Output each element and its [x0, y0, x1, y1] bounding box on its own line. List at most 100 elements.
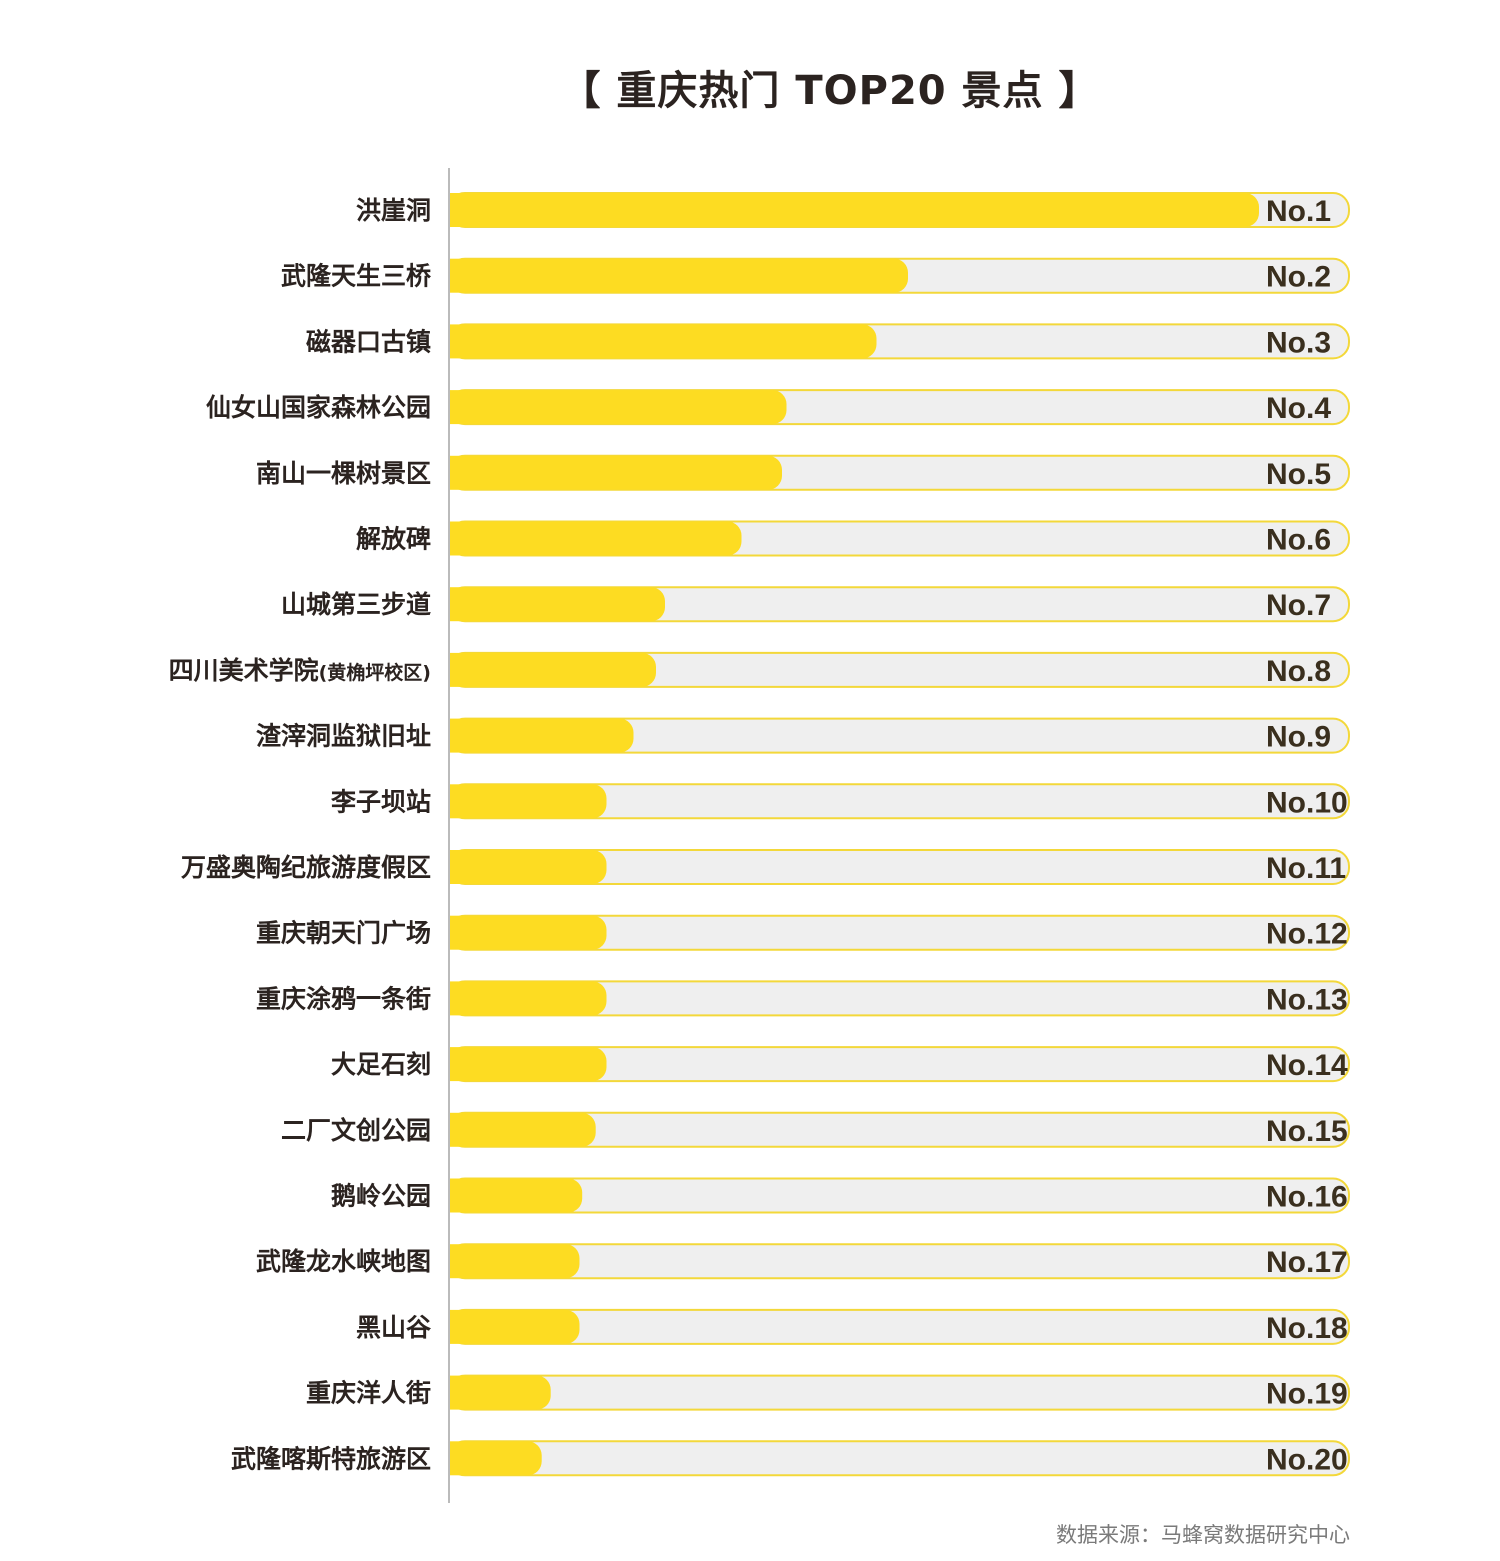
bar	[449, 718, 634, 753]
bar	[449, 1441, 542, 1476]
rank-label: No.14	[1266, 1049, 1348, 1082]
rank-label: No.6	[1266, 524, 1331, 557]
category-name: 万盛奥陶纪旅游度假区	[181, 853, 431, 882]
rank-label: No.7	[1266, 589, 1331, 622]
rank-label: No.4	[1266, 392, 1331, 425]
category-name: 重庆涂鸦一条街	[256, 984, 431, 1013]
rank-label: No.9	[1266, 721, 1331, 754]
bar	[449, 1047, 607, 1082]
bar	[449, 981, 607, 1016]
category-label: 万盛奥陶纪旅游度假区	[181, 853, 431, 882]
bar-left-cap	[449, 784, 465, 819]
bar-track	[448, 1243, 1350, 1280]
bar-row: 洪崖洞 No.1	[356, 192, 1350, 228]
category-name: 武隆天生三桥	[281, 262, 431, 291]
bar-left-cap	[449, 1178, 465, 1213]
bar-left-cap	[449, 455, 465, 490]
category-label: 南山一棵树景区	[256, 459, 431, 488]
category-name: 大足石刻	[331, 1050, 431, 1079]
bar-row: 渣滓洞监狱旧址 No.9	[256, 717, 1350, 754]
rank-label: No.20	[1266, 1443, 1348, 1476]
rank-label: No.19	[1266, 1378, 1348, 1411]
chart-title: 【 重庆热门 TOP20 景点 】	[560, 68, 1100, 114]
bar-track	[448, 1374, 1350, 1411]
rank-label: No.13	[1266, 983, 1348, 1016]
bar-left-cap	[449, 850, 465, 884]
bar-left-cap	[449, 258, 465, 293]
category-label: 大足石刻	[331, 1050, 431, 1079]
bar-left-cap	[449, 1244, 465, 1279]
category-name: 二厂文创公园	[281, 1116, 431, 1145]
bar-left-cap	[449, 324, 465, 359]
category-name: 南山一棵树景区	[256, 459, 431, 488]
bar-left-cap	[449, 981, 465, 1016]
bar-row: 武隆喀斯特旅游区 No.20	[231, 1440, 1350, 1477]
category-note: (黄桷坪校区)	[319, 661, 431, 684]
rank-label: No.12	[1266, 918, 1348, 951]
rank-label: No.10	[1266, 786, 1348, 819]
bar-left-cap	[449, 915, 465, 950]
category-name: 渣滓洞监狱旧址	[256, 722, 431, 751]
bar	[449, 784, 607, 819]
bar-row: 山城第三步道 No.7	[281, 586, 1350, 623]
category-name: 黑山谷	[356, 1313, 432, 1342]
bar-row: 四川美术学院(黄桷坪校区) No.8	[169, 651, 1350, 688]
bar	[449, 915, 607, 950]
category-name: 武隆喀斯特旅游区	[231, 1444, 431, 1473]
category-label: 武隆龙水峡地图	[256, 1247, 431, 1276]
bar-left-cap	[449, 1047, 465, 1082]
bar-row: 武隆天生三桥 No.2	[281, 257, 1350, 294]
category-label: 山城第三步道	[281, 590, 431, 619]
bar-row: 重庆洋人街 No.19	[306, 1374, 1350, 1411]
category-label: 磁器口古镇	[306, 327, 431, 356]
bar	[449, 1309, 580, 1344]
bar-track	[448, 1308, 1350, 1345]
category-label: 重庆朝天门广场	[256, 919, 431, 948]
bar	[449, 324, 877, 359]
bar	[449, 1244, 580, 1279]
source-note: 数据来源：马蜂窝数据研究中心	[1056, 1523, 1350, 1547]
bar	[449, 455, 782, 490]
bar-left-cap	[449, 390, 465, 425]
bar	[449, 587, 665, 622]
category-label: 武隆天生三桥	[281, 262, 431, 291]
bar-track	[448, 1440, 1350, 1477]
category-name: 鹅岭公园	[331, 1182, 431, 1211]
bar-row: 鹅岭公园 No.16	[331, 1177, 1350, 1214]
category-label: 渣滓洞监狱旧址	[256, 722, 431, 751]
bar-left-cap	[449, 1441, 465, 1476]
bar-track	[448, 1177, 1350, 1214]
category-label: 洪崖洞	[356, 196, 431, 225]
category-label: 鹅岭公园	[331, 1182, 431, 1211]
bar-left-cap	[449, 1375, 465, 1410]
rank-label: No.1	[1266, 195, 1331, 228]
category-label: 李子坝站	[331, 787, 431, 816]
rank-label: No.17	[1266, 1246, 1348, 1279]
bar-left-cap	[449, 1112, 465, 1147]
category-label: 黑山谷	[356, 1313, 432, 1342]
rank-label: No.16	[1266, 1181, 1348, 1214]
bar-left-cap	[449, 193, 465, 227]
category-name: 武隆龙水峡地图	[256, 1247, 431, 1276]
category-name: 李子坝站	[331, 787, 431, 816]
bar	[449, 521, 742, 556]
category-label: 四川美术学院(黄桷坪校区)	[169, 656, 431, 685]
rank-label: No.11	[1266, 852, 1346, 885]
bar-row: 万盛奥陶纪旅游度假区 No.11	[181, 849, 1350, 885]
category-name: 山城第三步道	[281, 590, 431, 619]
category-label: 二厂文创公园	[281, 1116, 431, 1145]
bar-left-cap	[449, 718, 465, 753]
bar	[449, 1112, 596, 1147]
bar	[449, 1178, 583, 1213]
bar-row: 磁器口古镇 No.3	[306, 323, 1350, 360]
bar-row: 重庆朝天门广场 No.12	[256, 914, 1350, 951]
bar	[449, 1375, 551, 1410]
rank-label: No.8	[1266, 655, 1331, 688]
category-name: 重庆洋人街	[306, 1379, 431, 1408]
category-name: 重庆朝天门广场	[256, 919, 431, 948]
category-label: 重庆洋人街	[306, 1379, 431, 1408]
bar-row: 南山一棵树景区 No.5	[256, 454, 1350, 491]
category-label: 重庆涂鸦一条街	[256, 984, 431, 1013]
rank-label: No.5	[1266, 458, 1331, 491]
